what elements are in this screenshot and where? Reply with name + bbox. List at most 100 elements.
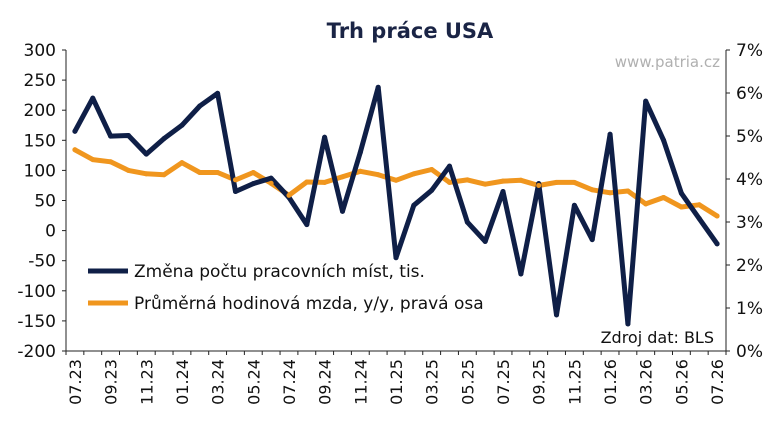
data-point-jobs xyxy=(714,241,720,247)
data-point-wages xyxy=(108,159,114,165)
x-tick-label: 03.26 xyxy=(637,359,656,405)
data-point-wages xyxy=(554,179,560,185)
x-tick-label: 09.24 xyxy=(316,359,335,405)
right-tick-label: 1% xyxy=(736,299,763,319)
data-point-jobs xyxy=(339,208,345,214)
data-point-jobs xyxy=(357,149,363,155)
data-point-jobs xyxy=(518,271,524,277)
x-tick-label: 09.23 xyxy=(102,359,121,405)
data-point-jobs xyxy=(232,188,238,194)
data-point-jobs xyxy=(447,163,453,169)
data-point-jobs xyxy=(179,122,185,128)
data-point-jobs xyxy=(464,219,470,225)
data-point-wages xyxy=(714,213,720,219)
left-tick-label: 250 xyxy=(24,71,56,91)
x-tick-label: 05.24 xyxy=(244,359,263,405)
data-point-wages xyxy=(357,168,363,174)
x-tick-label: 11.25 xyxy=(565,359,584,405)
data-point-jobs xyxy=(589,237,595,243)
data-point-wages xyxy=(322,179,328,185)
series-line-wages xyxy=(72,147,720,219)
left-tick-label: 100 xyxy=(24,161,56,181)
data-point-wages xyxy=(500,178,506,184)
data-point-jobs xyxy=(72,128,78,134)
right-tick-label: 6% xyxy=(736,84,763,104)
chart-title: Trh práce USA xyxy=(327,19,494,43)
data-point-wages xyxy=(643,201,649,207)
data-point-jobs xyxy=(429,187,435,193)
source-note: Zdroj dat: BLS xyxy=(601,328,714,347)
right-tick-label: 4% xyxy=(736,170,763,190)
x-tick-label: 03.24 xyxy=(209,359,228,405)
data-point-wages xyxy=(143,171,149,177)
data-point-wages xyxy=(286,192,292,198)
data-point-wages xyxy=(536,182,542,188)
data-point-jobs xyxy=(607,131,613,137)
data-point-wages xyxy=(375,172,381,178)
data-point-wages xyxy=(125,167,131,173)
left-tick-label: 150 xyxy=(24,131,56,151)
data-point-jobs xyxy=(500,188,506,194)
data-point-jobs xyxy=(411,202,417,208)
data-point-jobs xyxy=(375,84,381,90)
data-point-jobs xyxy=(161,135,167,141)
watermark: www.patria.cz xyxy=(615,53,720,71)
series-line-jobs xyxy=(72,84,720,327)
data-point-wages xyxy=(161,172,167,178)
x-tick-label: 07.24 xyxy=(280,359,299,405)
data-point-wages xyxy=(215,170,221,176)
legend-label-jobs: Změna počtu pracovních míst, tis. xyxy=(134,262,425,282)
left-tick-label: 0 xyxy=(45,222,56,242)
data-point-wages xyxy=(625,188,631,194)
data-point-wages xyxy=(393,177,399,183)
data-point-jobs xyxy=(393,255,399,261)
legend-label-wages: Průměrná hodinová mzda, y/y, pravá osa xyxy=(134,294,484,314)
data-point-wages xyxy=(268,180,274,186)
x-tick-label: 01.24 xyxy=(173,359,192,405)
right-tick-label: 3% xyxy=(736,213,763,233)
legend: Změna počtu pracovních míst, tis. Průměr… xyxy=(88,262,484,314)
x-tick-label: 11.23 xyxy=(137,359,156,405)
axes: 300 250 200 150 100 50 0 -50 -100 -150 -200 7% 6% 5% 4… xyxy=(17,41,763,405)
data-point-wages xyxy=(339,174,345,180)
data-point-wages xyxy=(589,187,595,193)
x-tick-label: 07.25 xyxy=(494,359,513,405)
data-point-jobs xyxy=(250,181,256,187)
left-tick-label: -50 xyxy=(28,252,56,272)
data-point-wages xyxy=(607,190,613,196)
x-tick-label: 09.25 xyxy=(530,359,549,405)
data-point-jobs xyxy=(197,103,203,109)
data-point-wages xyxy=(304,179,310,185)
data-point-jobs xyxy=(625,321,631,327)
data-point-wages xyxy=(696,202,702,208)
data-point-jobs xyxy=(322,134,328,140)
data-point-jobs xyxy=(108,133,114,139)
right-tick-label: 5% xyxy=(736,127,763,147)
left-tick-label: 300 xyxy=(24,41,56,61)
right-tick-label: 7% xyxy=(736,41,763,61)
data-point-wages xyxy=(232,177,238,183)
data-point-wages xyxy=(678,204,684,210)
data-point-wages xyxy=(464,177,470,183)
data-point-wages xyxy=(429,167,435,173)
data-point-wages xyxy=(90,157,96,163)
data-point-wages xyxy=(250,170,256,176)
series-layer xyxy=(72,84,720,327)
x-tick-label: 05.26 xyxy=(672,359,691,405)
x-tick-label: 05.25 xyxy=(458,359,477,405)
data-point-jobs xyxy=(482,238,488,244)
data-point-jobs xyxy=(268,175,274,181)
data-point-wages xyxy=(179,160,185,166)
x-tick-label: 07.26 xyxy=(708,359,727,405)
left-tick-label: 200 xyxy=(24,101,56,121)
x-tick-label: 07.23 xyxy=(66,359,85,405)
right-tick-label: 2% xyxy=(736,256,763,276)
data-point-jobs xyxy=(554,312,560,318)
data-point-jobs xyxy=(678,190,684,196)
data-point-jobs xyxy=(571,202,577,208)
data-point-wages xyxy=(482,181,488,187)
left-tick-label: -200 xyxy=(17,342,56,362)
data-point-wages xyxy=(72,147,78,153)
